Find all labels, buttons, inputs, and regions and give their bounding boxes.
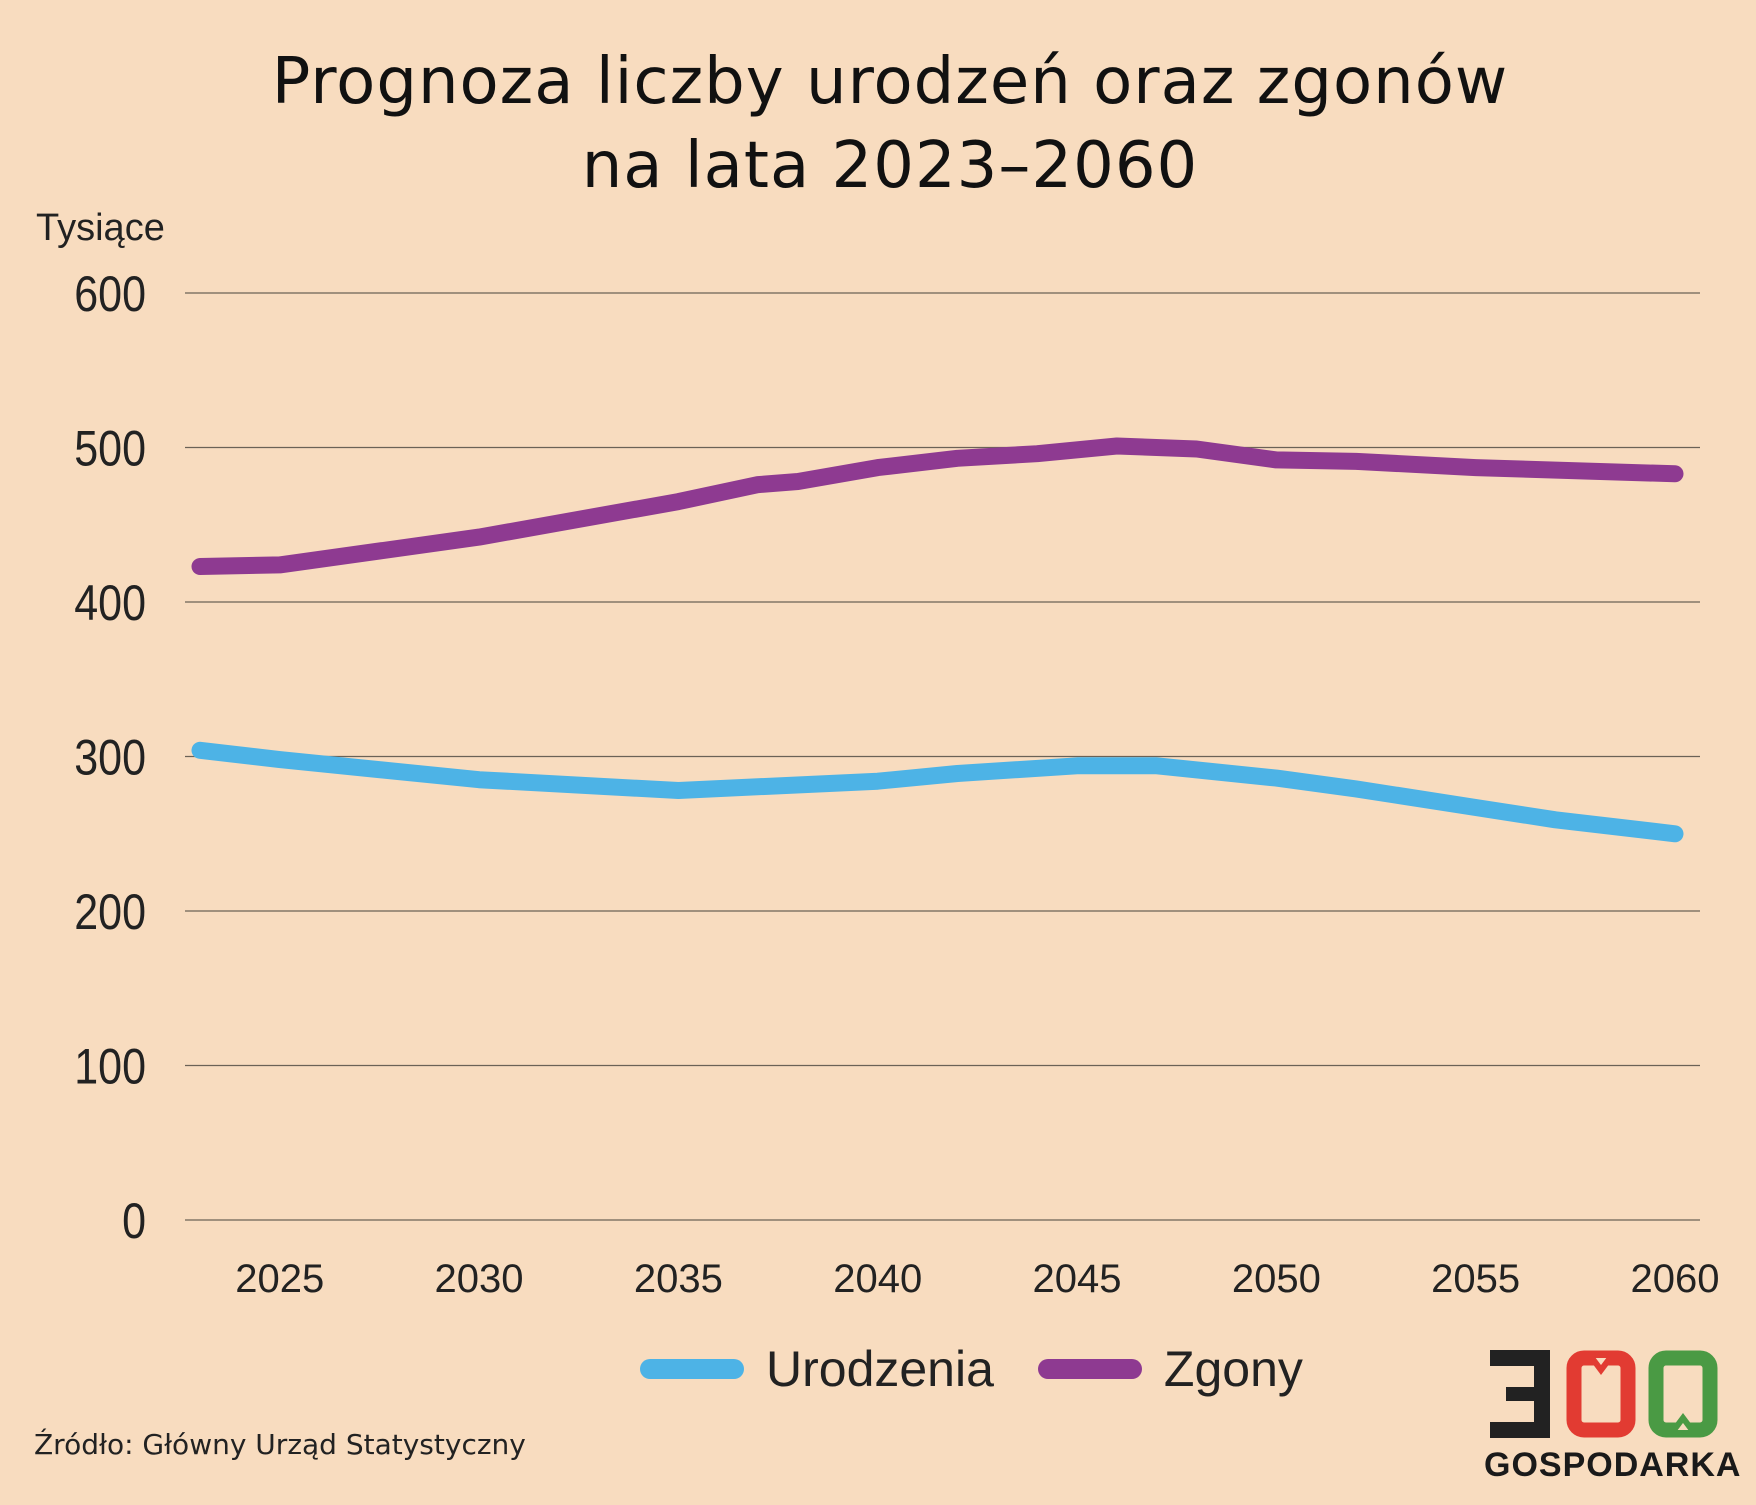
x-tick-label-2025: 2025 (235, 1257, 324, 1301)
y-tick-label-400: 400 (74, 575, 146, 631)
chart-title-line1: Prognoza liczby urodzeń oraz zgonów (271, 45, 1509, 119)
source-note: Źródło: Główny Urząd Statystyczny (34, 1428, 526, 1461)
legend: Urodzenia Zgony (640, 1340, 1347, 1398)
logo-mark (1490, 1350, 1718, 1438)
x-tick-label-2060: 2060 (1631, 1257, 1720, 1301)
logo-wordmark: GOSPODARKA (1484, 1446, 1742, 1484)
y-axis-label: Tysiące (36, 207, 165, 249)
y-tick-label-500: 500 (74, 420, 146, 476)
y-tick-label-600: 600 (74, 266, 146, 322)
legend-swatch-zgony (1037, 1359, 1142, 1379)
x-tick-label-2030: 2030 (435, 1257, 524, 1301)
legend-label-zgony: Zgony (1163, 1341, 1303, 1397)
x-tick-label-2045: 2045 (1033, 1257, 1122, 1301)
line-chart: 0 100 200 300 400 500 600 Tysiące 2025 2030 2035 20… (36, 207, 1720, 1301)
series-line-urodzenia (191, 741, 1684, 843)
x-tick-label-2040: 2040 (833, 1257, 922, 1301)
legend-item-zgony: Zgony (1037, 1340, 1303, 1398)
x-tick-label-2035: 2035 (634, 1257, 723, 1301)
x-tick-label-2050: 2050 (1232, 1257, 1321, 1301)
legend-item-urodzenia: Urodzenia (640, 1340, 994, 1398)
series-line-zgony (191, 437, 1684, 575)
logo-300-gospodarka: GOSPODARKA (1484, 1348, 1742, 1488)
legend-label-urodzenia: Urodzenia (766, 1341, 994, 1397)
chart-title: Prognoza liczby urodzeń oraz zgonów na l… (0, 40, 1756, 208)
y-tick-label-200: 200 (74, 884, 146, 940)
y-tick-label-100: 100 (74, 1038, 146, 1094)
legend-swatch-urodzenia (640, 1359, 744, 1379)
y-tick-label-0: 0 (122, 1193, 146, 1249)
x-tick-label-2055: 2055 (1431, 1257, 1520, 1301)
y-tick-label-300: 300 (74, 729, 146, 785)
chart-title-line2: na lata 2023–2060 (581, 129, 1199, 203)
